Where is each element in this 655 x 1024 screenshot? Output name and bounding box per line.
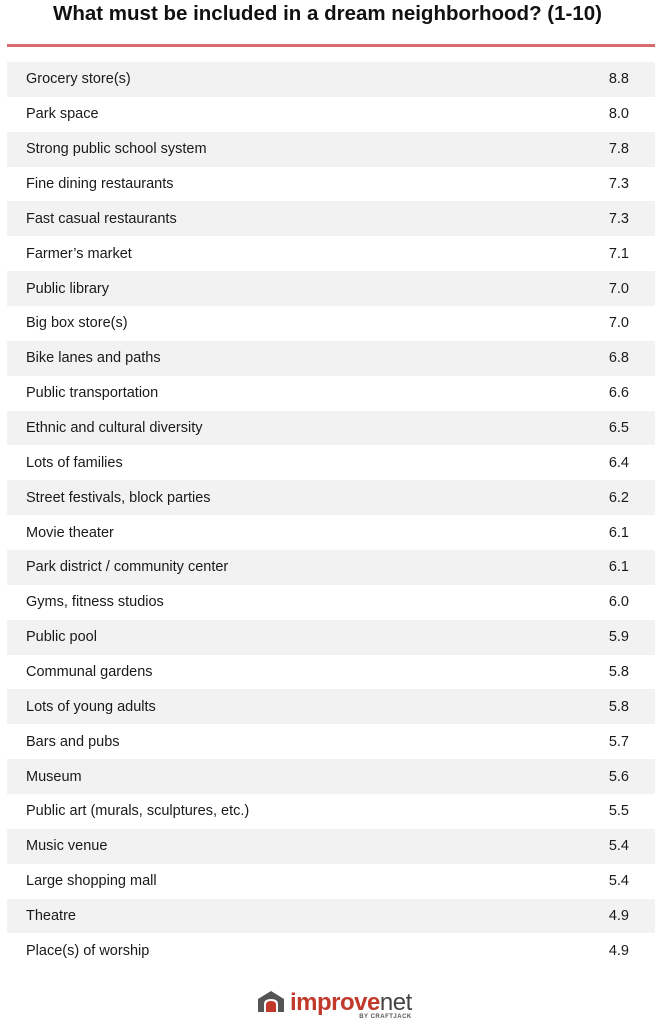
- row-label: Large shopping mall: [26, 873, 157, 890]
- row-value: 4.9: [608, 908, 629, 925]
- brand-name-net: net: [379, 989, 412, 1016]
- brand-wordmark: improvenet BY CRAFTJACK: [290, 989, 412, 1021]
- house-arch-icon: [258, 991, 284, 1012]
- row-label: Public library: [26, 280, 109, 297]
- row-value: 6.1: [608, 559, 629, 576]
- row-label: Museum: [26, 768, 82, 785]
- table-row: Bars and pubs 5.7: [7, 724, 655, 759]
- row-value: 7.0: [608, 315, 629, 332]
- table-row: Public transportation 6.6: [7, 376, 655, 411]
- table-row: Public pool 5.9: [7, 619, 655, 655]
- row-value: 7.3: [608, 176, 629, 192]
- brand-byline: BY CRAFTJACK: [359, 1014, 412, 1020]
- table-row: Grocery store(s) 8.8: [7, 62, 655, 97]
- row-label: Movie theater: [26, 524, 114, 541]
- table-row: Public art (murals, sculptures, etc.) 5.5: [7, 794, 655, 829]
- row-value: 7.0: [608, 280, 629, 297]
- table-row: Bike lanes and paths 6.8: [7, 340, 655, 376]
- ratings-table: Grocery store(s) 8.8 Park space 8.0 Strong p…: [7, 62, 655, 968]
- row-label: Lots of young adults: [26, 698, 156, 715]
- row-value: 6.1: [608, 524, 629, 541]
- row-value: 5.5: [608, 803, 629, 820]
- table-row: Large shopping mall 5.4: [7, 864, 655, 899]
- table-row: Fast casual restaurants 7.3: [7, 201, 655, 237]
- row-value: 5.6: [608, 768, 629, 785]
- row-label: Gyms, fitness studios: [26, 594, 164, 611]
- table-row: Lots of young adults 5.8: [7, 689, 655, 725]
- row-value: 5.8: [608, 698, 629, 715]
- row-label: Big box store(s): [26, 315, 128, 332]
- chart-title: What must be included in a dream neighbo…: [53, 2, 602, 25]
- row-value: 7.3: [608, 210, 629, 227]
- table-row: Place(s) of worship 4.9: [7, 933, 655, 968]
- row-label: Communal gardens: [26, 664, 153, 681]
- row-label: Lots of families: [26, 454, 123, 471]
- table-row: Farmer’s market 7.1: [7, 236, 655, 271]
- table-row: Public library 7.0: [7, 271, 655, 307]
- row-value: 5.7: [608, 733, 629, 750]
- row-value: 6.4: [608, 454, 629, 471]
- row-label: Fine dining restaurants: [26, 176, 174, 192]
- row-label: Farmer’s market: [26, 245, 132, 262]
- row-label: Grocery store(s): [26, 71, 131, 88]
- row-value: 5.8: [608, 664, 629, 681]
- row-value: 5.4: [608, 873, 629, 890]
- table-row: Communal gardens 5.8: [7, 655, 655, 690]
- row-label: Park space: [26, 106, 99, 123]
- row-label: Ethnic and cultural diversity: [26, 420, 203, 437]
- row-value: 4.9: [608, 942, 629, 959]
- row-label: Bars and pubs: [26, 733, 120, 750]
- table-row: Strong public school system 7.8: [7, 131, 655, 167]
- row-value: 6.5: [608, 420, 629, 437]
- row-value: 6.0: [608, 594, 629, 611]
- table-row: Park space 8.0: [7, 97, 655, 132]
- table-row: Museum 5.6: [7, 759, 655, 795]
- row-value: 8.0: [608, 106, 629, 123]
- table-row: Fine dining restaurants 7.3: [7, 167, 655, 202]
- row-label: Bike lanes and paths: [26, 350, 161, 367]
- row-label: Street festivals, block parties: [26, 489, 211, 506]
- table-row: Theatre 4.9: [7, 898, 655, 934]
- table-row: Movie theater 6.1: [7, 515, 655, 550]
- brand-name-improve: improve: [290, 989, 380, 1016]
- row-label: Fast casual restaurants: [26, 210, 177, 227]
- row-value: 5.4: [608, 838, 629, 855]
- row-label: Music venue: [26, 838, 108, 855]
- row-value: 6.2: [608, 489, 629, 506]
- table-row: Music venue 5.4: [7, 828, 655, 864]
- row-label: Strong public school system: [26, 141, 207, 158]
- table-row: Gyms, fitness studios 6.0: [7, 585, 655, 620]
- row-label: Place(s) of worship: [26, 942, 150, 959]
- row-value: 6.6: [608, 385, 629, 402]
- row-label: Public transportation: [26, 385, 159, 402]
- table-row: Park district / community center 6.1: [7, 550, 655, 585]
- row-value: 7.1: [608, 245, 629, 262]
- row-value: 7.8: [608, 141, 629, 158]
- table-row: Street festivals, block parties 6.2: [7, 480, 655, 516]
- row-value: 6.8: [608, 350, 629, 367]
- table-row: Ethnic and cultural diversity 6.5: [7, 410, 655, 446]
- title-divider: [7, 44, 655, 47]
- row-label: Public art (murals, sculptures, etc.): [26, 803, 250, 820]
- brand-logo: improvenet BY CRAFTJACK: [256, 990, 412, 1024]
- row-label: Theatre: [26, 908, 76, 925]
- table-row: Lots of families 6.4: [7, 445, 655, 480]
- row-value: 5.9: [608, 629, 629, 646]
- row-value: 8.8: [608, 71, 629, 88]
- row-label: Public pool: [26, 629, 97, 646]
- row-label: Park district / community center: [26, 559, 229, 576]
- table-row: Big box store(s) 7.0: [7, 306, 655, 341]
